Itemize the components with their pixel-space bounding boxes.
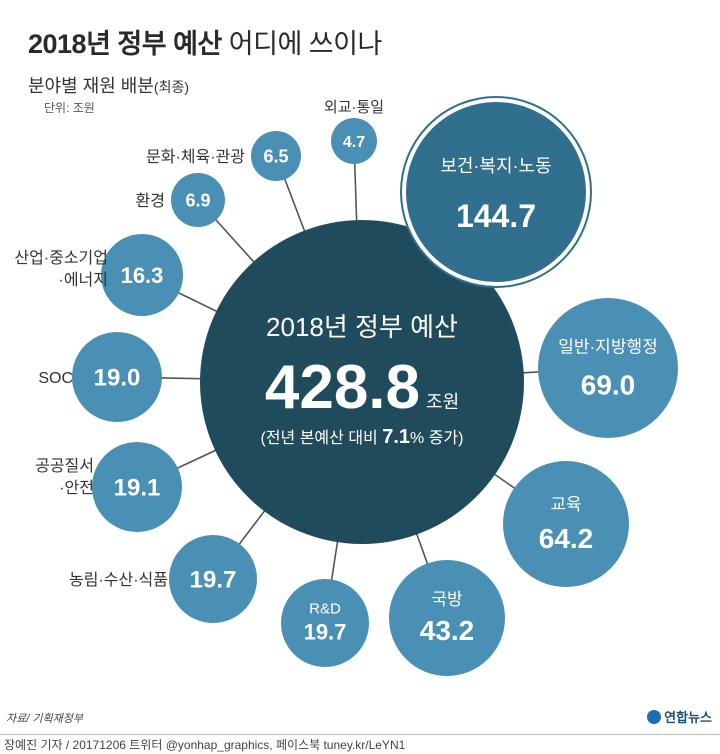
yonhap-logo: 연합뉴스 bbox=[647, 707, 712, 726]
title-light: 어디에 쓰이나 bbox=[221, 29, 383, 59]
bubble-3 bbox=[389, 560, 505, 676]
bubble-label-6-line-1: ·안전 bbox=[59, 479, 94, 497]
bubble-11 bbox=[331, 118, 377, 164]
bubble-label-8-line-0: 산업·중소기업 bbox=[14, 249, 108, 267]
chart-title: 2018년 정부 예산 어디에 쓰이나 bbox=[28, 22, 382, 61]
bubble-ring-0 bbox=[400, 96, 592, 288]
bubble-4 bbox=[281, 579, 369, 667]
bubble-value-7: 19.0 bbox=[94, 365, 141, 392]
bubble-9 bbox=[171, 173, 225, 227]
bubble-label-4: R&D bbox=[309, 600, 341, 617]
chart-subtitle: 분야별 재원 배분(최종) bbox=[28, 72, 189, 98]
yonhap-logo-icon bbox=[647, 710, 662, 724]
bubble-value-0: 144.7 bbox=[456, 198, 536, 234]
source-label: 자료/ 기획재정부 bbox=[6, 713, 83, 725]
bubble-value-10: 6.5 bbox=[263, 146, 288, 166]
bubble-label-8-line-1: ·에너지 bbox=[59, 271, 109, 289]
unit-label: 단위: 조원 bbox=[44, 101, 95, 115]
title-bold: 2018년 정부 예산 bbox=[28, 29, 222, 59]
center-total: 428.8 조원 bbox=[265, 353, 459, 422]
bubble-2 bbox=[503, 461, 629, 587]
bubble-label-11: 외교·통일 bbox=[324, 99, 384, 116]
bubble-value-11: 4.7 bbox=[343, 134, 365, 151]
subtitle-note: (최종) bbox=[153, 79, 190, 95]
center-note: (전년 본예산 대비 7.1% 증가) bbox=[261, 426, 464, 448]
bubble-label-1: 일반·지방행정 bbox=[558, 338, 658, 357]
bubble-label-5: 농림·수산·식품 bbox=[69, 571, 168, 589]
bubble-5 bbox=[169, 535, 257, 623]
credit-footer: 장예진 기자 / 20171206 트위터 @yonhap_graphics, … bbox=[0, 734, 720, 754]
bubble-0 bbox=[402, 98, 590, 286]
bubble-value-1: 69.0 bbox=[581, 370, 636, 401]
bubble-value-6: 19.1 bbox=[114, 475, 161, 502]
bubble-label-7: SOC bbox=[38, 370, 73, 387]
bubble-label-2: 교육 bbox=[550, 495, 581, 514]
bubble-label-9: 환경 bbox=[136, 192, 165, 210]
bubble-value-4: 19.7 bbox=[304, 620, 347, 645]
bubble-label-6-line-0: 공공질서 bbox=[35, 457, 94, 475]
bubble-label-3: 국방 bbox=[431, 590, 463, 609]
logo-text: 연합뉴스 bbox=[664, 710, 712, 725]
bubble-value-9: 6.9 bbox=[185, 190, 210, 210]
bubble-label-10: 문화·체육·관광 bbox=[146, 148, 245, 166]
bubble-value-2: 64.2 bbox=[539, 523, 594, 554]
bubble-label-0: 보건·복지·노동 bbox=[440, 156, 551, 176]
bubble-10 bbox=[251, 131, 301, 181]
bubble-7 bbox=[72, 332, 162, 422]
bubble-1 bbox=[538, 298, 678, 438]
bubble-8 bbox=[101, 234, 183, 316]
center-circle bbox=[200, 220, 524, 544]
bubble-value-5: 19.7 bbox=[190, 567, 237, 594]
bubble-6 bbox=[92, 442, 182, 532]
bubble-value-3: 43.2 bbox=[420, 615, 475, 646]
bubble-value-8: 16.3 bbox=[121, 263, 164, 288]
center-label: 2018년 정부 예산 bbox=[266, 312, 458, 342]
subtitle-text: 분야별 재원 배분 bbox=[28, 76, 154, 96]
